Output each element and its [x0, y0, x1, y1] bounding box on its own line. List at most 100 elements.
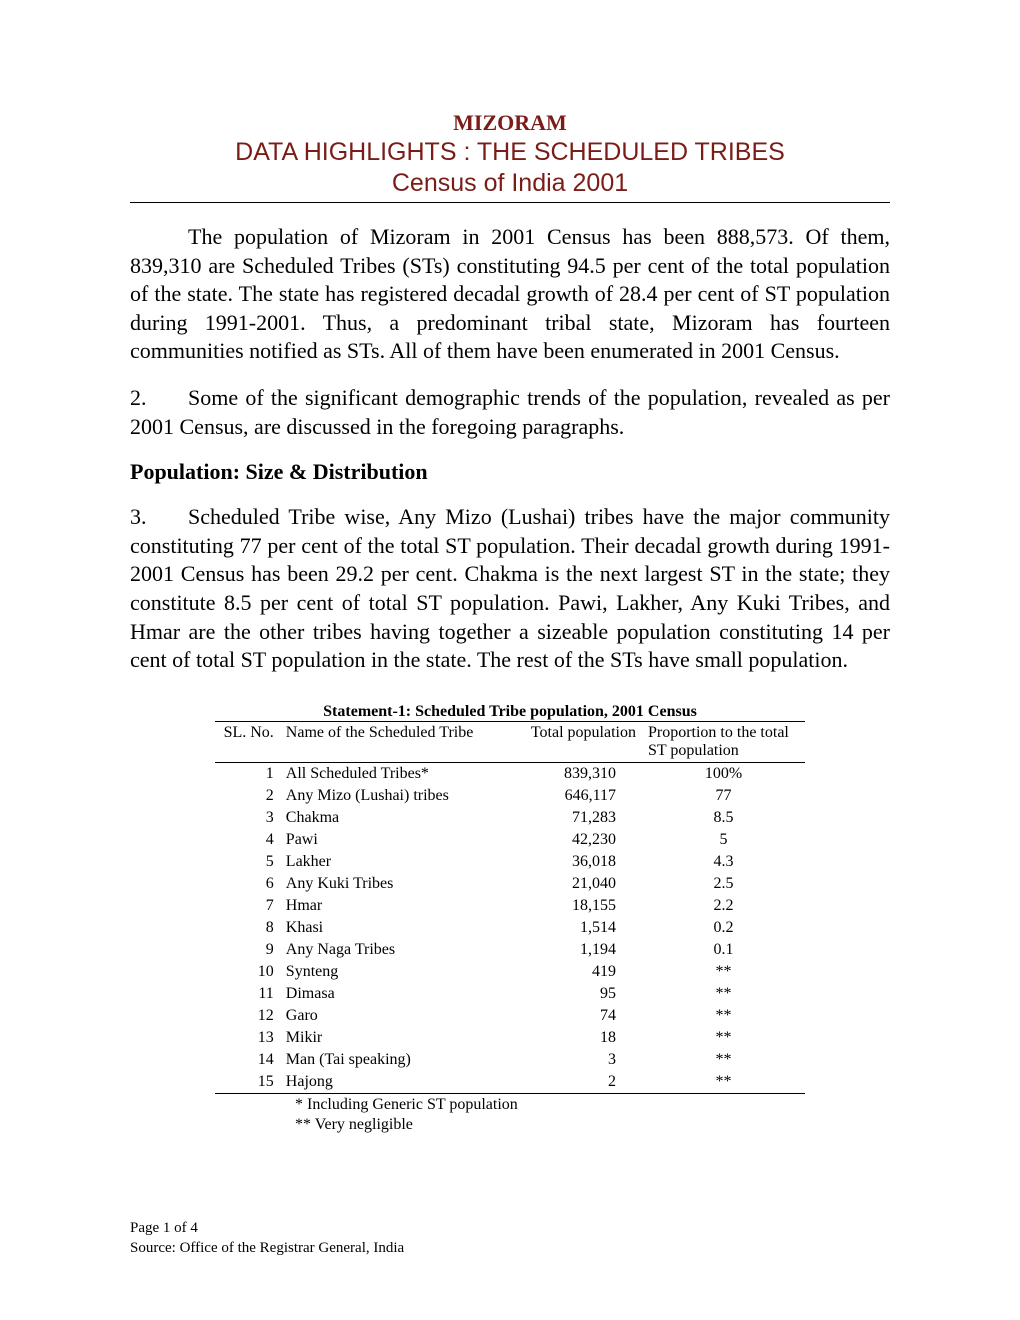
cell-prop: 0.2 — [642, 917, 805, 939]
table-row: 14Man (Tai speaking)3** — [215, 1049, 805, 1071]
page: MIZORAM DATA HIGHLIGHTS : THE SCHEDULED … — [0, 0, 1020, 1320]
cell-sl: 14 — [215, 1049, 280, 1071]
cell-sl: 11 — [215, 983, 280, 1005]
cell-pop: 95 — [497, 983, 642, 1005]
table-row: 15Hajong2** — [215, 1071, 805, 1094]
paragraph-1: The population of Mizoram in 2001 Census… — [130, 223, 890, 366]
document-subtitle: DATA HIGHLIGHTS : THE SCHEDULED TRIBES — [130, 138, 890, 167]
para-2-text: Some of the significant demographic tren… — [130, 385, 890, 439]
cell-prop: ** — [642, 1049, 805, 1071]
cell-pop: 71,283 — [497, 807, 642, 829]
cell-sl: 2 — [215, 785, 280, 807]
table-row: 9Any Naga Tribes1,1940.1 — [215, 939, 805, 961]
page-footer: Page 1 of 4 Source: Office of the Regist… — [130, 1219, 404, 1258]
table-note-2: ** Very negligible — [295, 1116, 805, 1134]
cell-sl: 1 — [215, 762, 280, 785]
cell-name: Synteng — [280, 961, 497, 983]
scheduled-tribe-table: SL. No. Name of the Scheduled Tribe Tota… — [215, 721, 805, 1094]
col-header-sl: SL. No. — [215, 721, 280, 762]
cell-name: Lakher — [280, 851, 497, 873]
cell-pop: 419 — [497, 961, 642, 983]
col-header-pop: Total population — [497, 721, 642, 762]
cell-prop: 100% — [642, 762, 805, 785]
table-header-row: SL. No. Name of the Scheduled Tribe Tota… — [215, 721, 805, 762]
para-3-number: 3. — [130, 503, 188, 532]
cell-prop: 2.2 — [642, 895, 805, 917]
table-row: 3Chakma71,2838.5 — [215, 807, 805, 829]
table-note-1: * Including Generic ST population — [295, 1096, 805, 1114]
cell-name: Any Naga Tribes — [280, 939, 497, 961]
section-heading: Population: Size & Distribution — [130, 459, 890, 485]
census-line: Census of India 2001 — [130, 169, 890, 198]
table-row: 5Lakher36,0184.3 — [215, 851, 805, 873]
table-row: 2Any Mizo (Lushai) tribes646,11777 — [215, 785, 805, 807]
cell-prop: ** — [642, 1071, 805, 1094]
table-row: 8Khasi1,5140.2 — [215, 917, 805, 939]
col-header-prop: Proportion to the total ST population — [642, 721, 805, 762]
cell-name: All Scheduled Tribes* — [280, 762, 497, 785]
cell-name: Chakma — [280, 807, 497, 829]
cell-name: Hajong — [280, 1071, 497, 1094]
state-name: MIZORAM — [130, 110, 890, 136]
cell-prop: 2.5 — [642, 873, 805, 895]
table-row: 7Hmar18,1552.2 — [215, 895, 805, 917]
table-row: 10Synteng419** — [215, 961, 805, 983]
cell-pop: 1,194 — [497, 939, 642, 961]
cell-prop: 5 — [642, 829, 805, 851]
cell-name: Mikir — [280, 1027, 497, 1049]
cell-prop: ** — [642, 1027, 805, 1049]
cell-name: Khasi — [280, 917, 497, 939]
document-header: MIZORAM DATA HIGHLIGHTS : THE SCHEDULED … — [130, 110, 890, 203]
statement-1-table-block: Statement-1: Scheduled Tribe population,… — [215, 703, 805, 1134]
table-row: 6Any Kuki Tribes21,0402.5 — [215, 873, 805, 895]
cell-pop: 3 — [497, 1049, 642, 1071]
footer-page-line: Page 1 of 4 — [130, 1219, 404, 1239]
cell-pop: 74 — [497, 1005, 642, 1027]
cell-pop: 646,117 — [497, 785, 642, 807]
table-title: Statement-1: Scheduled Tribe population,… — [215, 703, 805, 721]
cell-prop: 8.5 — [642, 807, 805, 829]
cell-sl: 9 — [215, 939, 280, 961]
cell-sl: 8 — [215, 917, 280, 939]
cell-sl: 6 — [215, 873, 280, 895]
cell-name: Pawi — [280, 829, 497, 851]
cell-prop: ** — [642, 983, 805, 1005]
cell-name: Garo — [280, 1005, 497, 1027]
cell-pop: 839,310 — [497, 762, 642, 785]
cell-prop: ** — [642, 961, 805, 983]
para-3-text: Scheduled Tribe wise, Any Mizo (Lushai) … — [130, 504, 890, 672]
cell-pop: 2 — [497, 1071, 642, 1094]
cell-pop: 21,040 — [497, 873, 642, 895]
table-row: 12Garo74** — [215, 1005, 805, 1027]
cell-sl: 12 — [215, 1005, 280, 1027]
cell-name: Any Mizo (Lushai) tribes — [280, 785, 497, 807]
paragraph-2: 2.Some of the significant demographic tr… — [130, 384, 890, 441]
cell-prop: 4.3 — [642, 851, 805, 873]
cell-pop: 18 — [497, 1027, 642, 1049]
cell-name: Dimasa — [280, 983, 497, 1005]
footer-source-line: Source: Office of the Registrar General,… — [130, 1239, 404, 1259]
cell-prop: 77 — [642, 785, 805, 807]
cell-name: Man (Tai speaking) — [280, 1049, 497, 1071]
paragraph-3: 3.Scheduled Tribe wise, Any Mizo (Lushai… — [130, 503, 890, 675]
cell-pop: 42,230 — [497, 829, 642, 851]
para-2-number: 2. — [130, 384, 188, 413]
table-row: 11Dimasa95** — [215, 983, 805, 1005]
cell-prop: ** — [642, 1005, 805, 1027]
cell-sl: 15 — [215, 1071, 280, 1094]
cell-sl: 10 — [215, 961, 280, 983]
table-row: 13Mikir18** — [215, 1027, 805, 1049]
col-header-name: Name of the Scheduled Tribe — [280, 721, 497, 762]
table-row: 1All Scheduled Tribes*839,310100% — [215, 762, 805, 785]
cell-sl: 5 — [215, 851, 280, 873]
cell-sl: 13 — [215, 1027, 280, 1049]
cell-sl: 7 — [215, 895, 280, 917]
cell-sl: 4 — [215, 829, 280, 851]
cell-pop: 36,018 — [497, 851, 642, 873]
cell-pop: 1,514 — [497, 917, 642, 939]
cell-sl: 3 — [215, 807, 280, 829]
cell-name: Hmar — [280, 895, 497, 917]
table-row: 4Pawi42,2305 — [215, 829, 805, 851]
cell-pop: 18,155 — [497, 895, 642, 917]
cell-prop: 0.1 — [642, 939, 805, 961]
